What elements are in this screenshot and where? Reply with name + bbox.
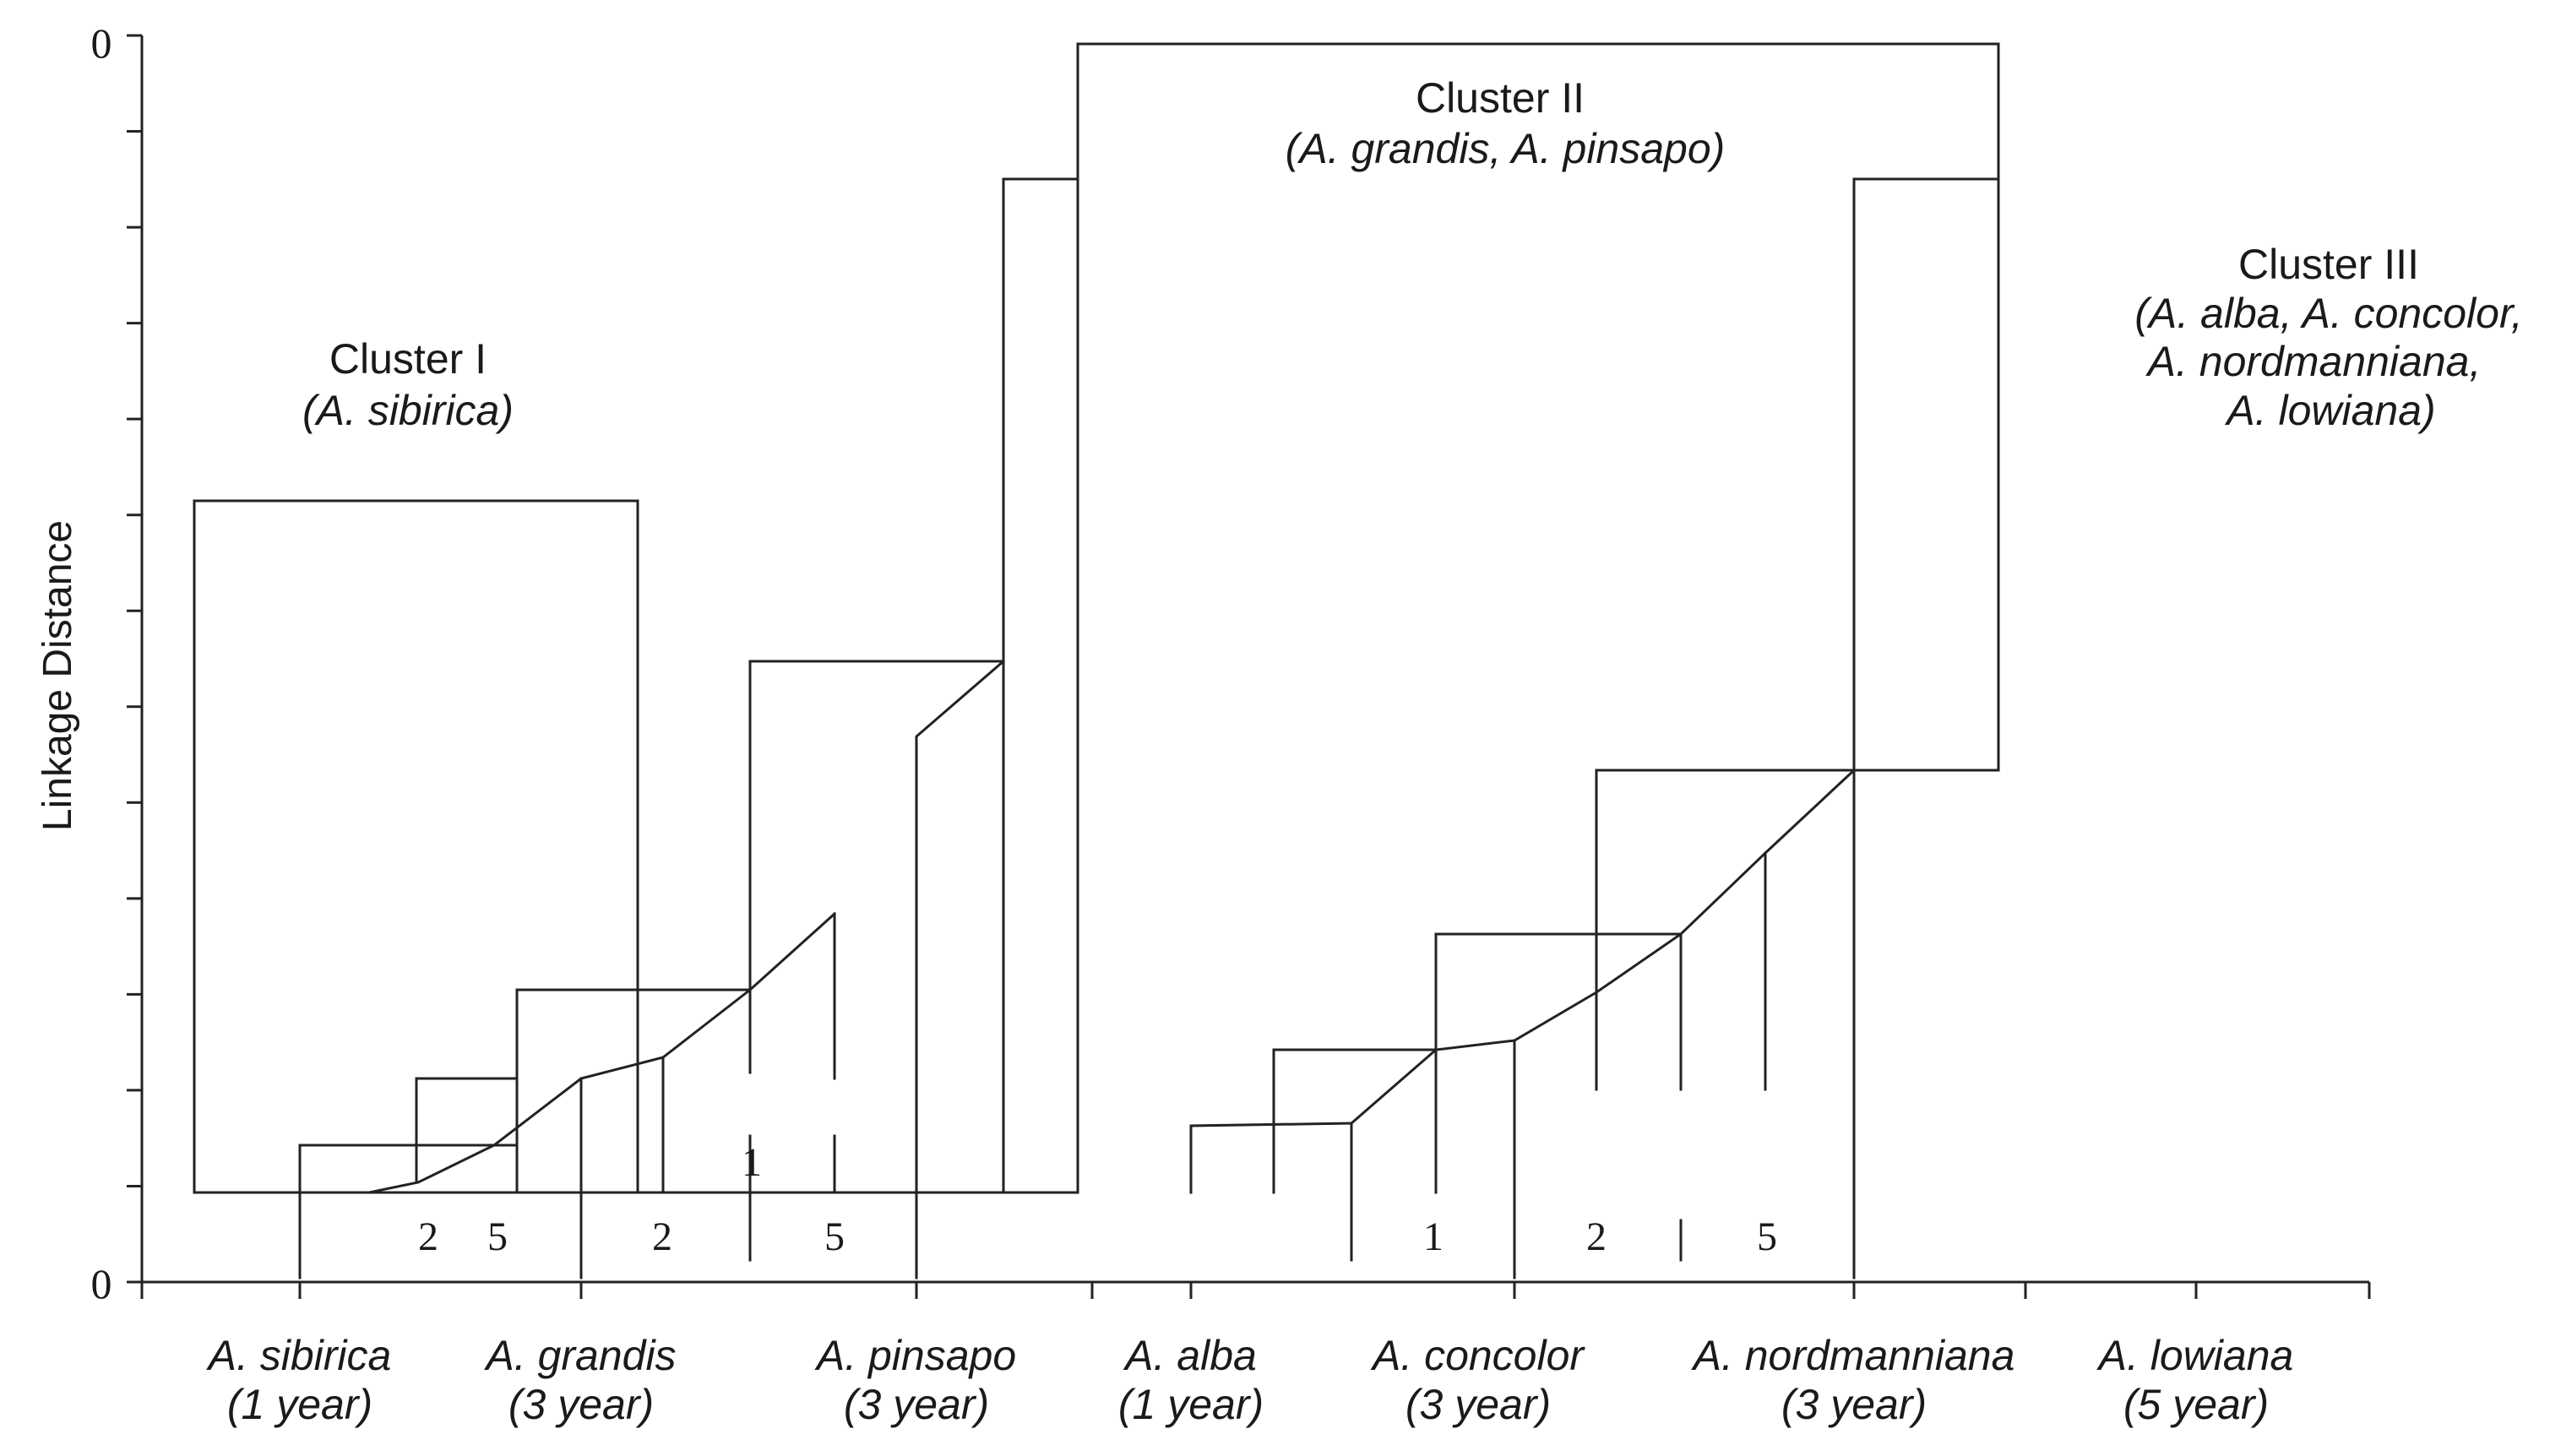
leaf-label: 1 bbox=[742, 1140, 762, 1185]
category-age: (3 year) bbox=[1405, 1381, 1551, 1428]
y-tick-bottom: 0 bbox=[91, 1260, 112, 1307]
y-axis-title: Linkage Distance bbox=[35, 520, 80, 831]
category-name: A. pinsapo bbox=[814, 1332, 1016, 1379]
cluster-3-members: A. lowiana) bbox=[2224, 387, 2435, 434]
alba-bracket bbox=[1272, 1048, 1438, 1194]
category-age: (1 year) bbox=[1118, 1381, 1264, 1428]
category-name: A. grandis bbox=[483, 1332, 676, 1379]
pinsapo-stem bbox=[915, 659, 1006, 1279]
cluster-1-members: (A. sibirica) bbox=[302, 387, 514, 434]
cluster-2-inner-left bbox=[1002, 177, 1079, 1194]
cluster-1-annotation: Cluster I (A. sibirica) bbox=[302, 335, 514, 434]
y-axis-ticks bbox=[127, 34, 142, 1284]
category-age: (3 year) bbox=[1781, 1381, 1927, 1428]
dendrogram-branches bbox=[193, 42, 2000, 1279]
leaf-label: 5 bbox=[1757, 1214, 1777, 1259]
cluster-3-annotation: Cluster III (A. alba, A. concolor, A. no… bbox=[2134, 241, 2523, 434]
category-age: (1 year) bbox=[227, 1381, 372, 1428]
category-age: (3 year) bbox=[844, 1381, 989, 1428]
cluster-2-members: (A. grandis, A. pinsapo) bbox=[1286, 125, 1726, 172]
grandis-bracket-1 bbox=[415, 1077, 519, 1184]
concolor-bracket bbox=[1434, 932, 1683, 1194]
leaf-labels: 2 5 2 1 5 1 2 5 bbox=[418, 1140, 1777, 1259]
alba-stem bbox=[1189, 1122, 1353, 1194]
leaf-label: 5 bbox=[824, 1214, 845, 1259]
pinsapo-bracket bbox=[748, 660, 1005, 1074]
leaf-label: 1 bbox=[1423, 1214, 1444, 1259]
cluster-2-title: Cluster II bbox=[1416, 74, 1585, 122]
leaf-label: 5 bbox=[487, 1214, 508, 1259]
x-axis-ticks bbox=[140, 1282, 2371, 1299]
leaf-label: 2 bbox=[418, 1214, 438, 1259]
concolor-diag bbox=[1349, 768, 1857, 1126]
leaf-label: 2 bbox=[1586, 1214, 1607, 1259]
grandis-diag bbox=[367, 911, 837, 1194]
category-name: A. lowiana bbox=[2096, 1332, 2294, 1379]
cluster-3-members: (A. alba, A. concolor, bbox=[2134, 290, 2523, 337]
leaf-label: 2 bbox=[652, 1214, 672, 1259]
nord-bracket bbox=[1595, 769, 1856, 1091]
grandis-bracket-2 bbox=[515, 988, 752, 1080]
category-name: A. concolor bbox=[1370, 1332, 1585, 1379]
cluster-2-box bbox=[1076, 42, 2000, 1194]
cluster-3-box bbox=[1852, 177, 2000, 1279]
x-axis-labels: A. sibirica(1 year)A. grandis(3 year)A. … bbox=[206, 1332, 2294, 1428]
y-tick-top: 0 bbox=[91, 19, 112, 67]
category-name: A. sibirica bbox=[206, 1332, 392, 1379]
category-age: (3 year) bbox=[508, 1381, 654, 1428]
category-name: A. alba bbox=[1123, 1332, 1257, 1379]
cluster-2-annotation: Cluster II (A. grandis, A. pinsapo) bbox=[1286, 74, 1726, 172]
cluster-3-members: A. nordmanniana, bbox=[2145, 338, 2482, 385]
sibirica-stem bbox=[298, 1144, 519, 1279]
cluster-1-box bbox=[193, 499, 639, 1194]
cluster-1-title: Cluster I bbox=[329, 335, 487, 383]
category-name: A. nordmanniana bbox=[1691, 1332, 2015, 1379]
category-age: (5 year) bbox=[2123, 1381, 2269, 1428]
cluster-3-title: Cluster III bbox=[2238, 241, 2419, 288]
